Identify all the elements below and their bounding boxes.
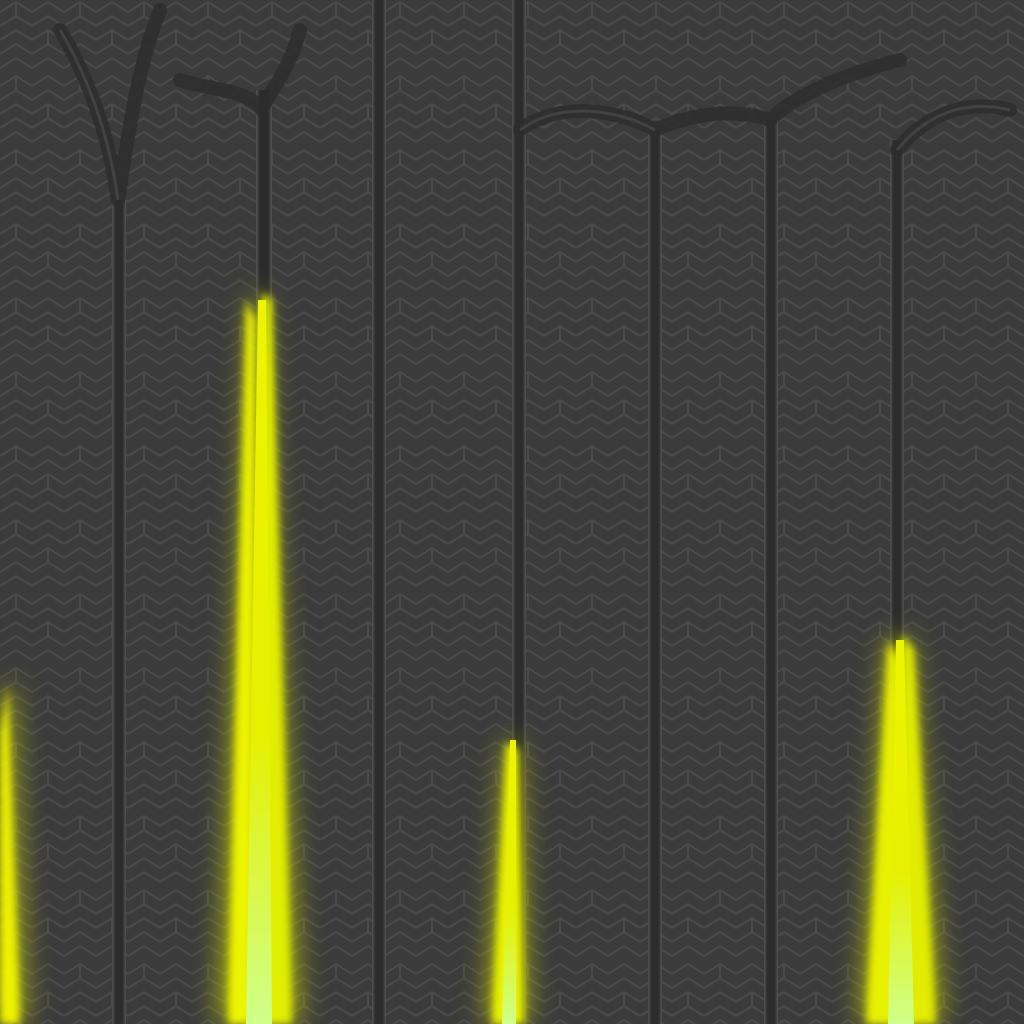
glow-tall-spike — [218, 290, 300, 1024]
glow-medium-spike — [860, 634, 942, 1024]
glow-left-edge — [0, 680, 24, 1024]
glow-short-spike — [486, 740, 528, 1024]
